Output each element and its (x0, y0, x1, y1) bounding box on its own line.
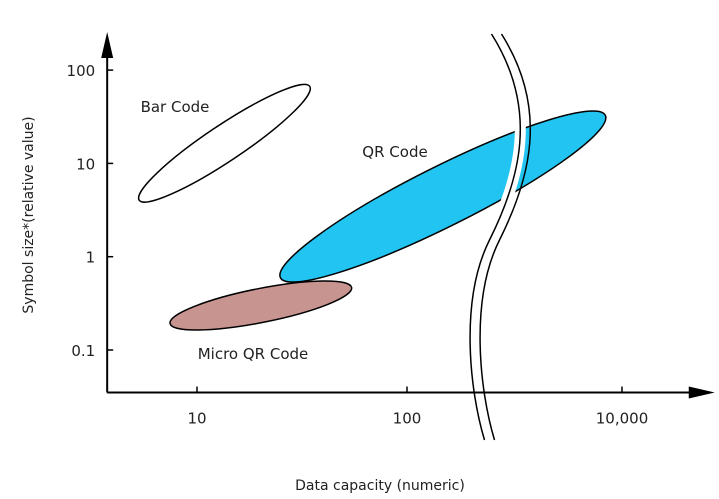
x-tick-label: 100 (393, 410, 422, 428)
x-axis-arrow (688, 386, 715, 399)
regions-layer (137, 83, 607, 331)
bar-code-label: Bar Code (141, 98, 210, 116)
micro-qr-code-region (169, 280, 353, 331)
y-tick-label: 1 (86, 249, 96, 267)
axis-break-line-right (479, 33, 532, 441)
axis-break (464, 31, 532, 442)
bar-code-region (137, 83, 312, 203)
y-tick-label: 100 (67, 62, 96, 80)
x-tick-label: 10 (187, 410, 206, 428)
x-tick-label: 10,000 (596, 410, 649, 428)
x-axis-label: Data capacity (numeric) (295, 478, 465, 494)
axes (101, 32, 715, 399)
micro-qr-code-label: Micro QR Code (198, 345, 309, 363)
qr-code-region (279, 110, 607, 283)
y-axis-label: Symbol size*(relative value) (21, 116, 37, 313)
axis-break-gap (464, 31, 526, 442)
region-labels: Bar Code QR Code Micro QR Code (141, 98, 428, 363)
y-tick-label: 0.1 (71, 342, 95, 360)
y-axis-arrow (101, 32, 114, 59)
axis-break-line-left (469, 33, 522, 441)
ticks: 10 100 10,000 0.1 1 10 100 (67, 62, 649, 427)
qr-code-label: QR Code (362, 143, 427, 161)
y-tick-label: 10 (76, 155, 95, 173)
